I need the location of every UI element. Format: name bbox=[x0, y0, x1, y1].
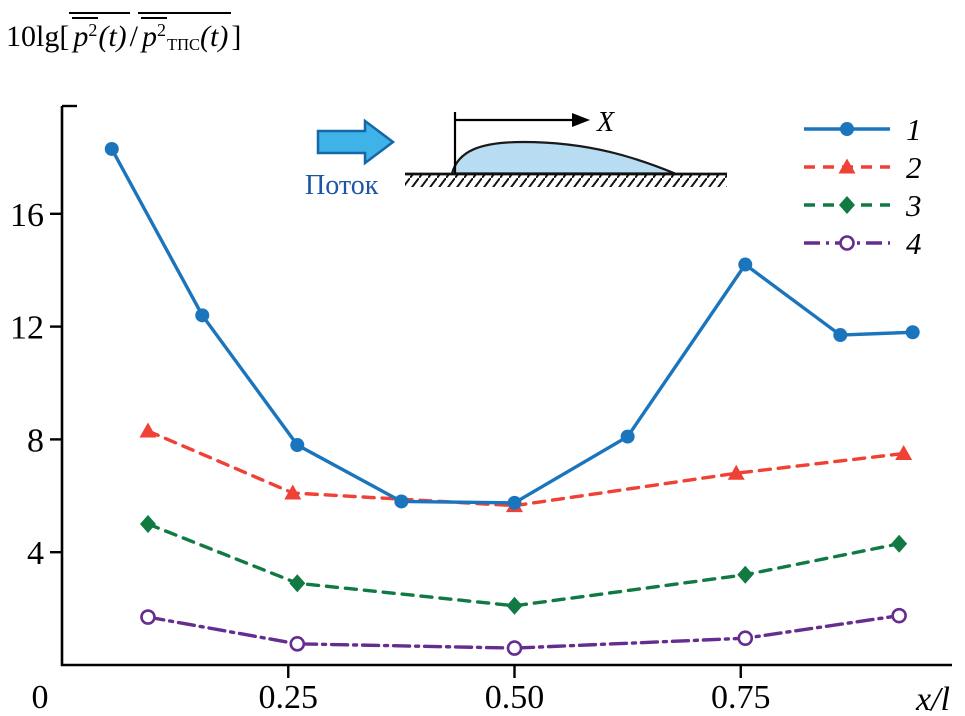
marker-circle-open-icon bbox=[140, 609, 156, 625]
series-3-line-marker-icon bbox=[804, 196, 890, 214]
title-denominator: p2ТПС(t) bbox=[138, 12, 232, 53]
body-hump-shape bbox=[450, 140, 676, 175]
series-4-line-marker-icon bbox=[804, 235, 890, 251]
marker-diamond-icon bbox=[891, 534, 908, 553]
marker-circle-filled-icon bbox=[738, 257, 753, 272]
marker-circle-filled-icon bbox=[833, 328, 848, 343]
marker-circle-filled-icon bbox=[104, 141, 119, 156]
marker-circle-filled-icon bbox=[620, 429, 635, 444]
y-tick-label: 12 bbox=[10, 310, 44, 347]
title-suffix: ] bbox=[231, 20, 242, 53]
marker-circle-filled-icon bbox=[905, 325, 920, 340]
legend: 1 2 3 4 bbox=[802, 110, 922, 262]
title-numerator: p2(t) bbox=[69, 12, 130, 53]
inset-x-axis-label: X bbox=[596, 107, 615, 138]
y-tick-label: 16 bbox=[10, 197, 44, 234]
y-tick-label: 4 bbox=[27, 535, 44, 572]
title-slash: / bbox=[129, 20, 138, 53]
axes bbox=[60, 106, 952, 667]
marker-circle-open-icon bbox=[891, 607, 907, 624]
marker-circle-filled-icon bbox=[195, 308, 210, 323]
flow-arrow-icon bbox=[316, 118, 396, 166]
legend-label-2: 2 bbox=[906, 149, 922, 185]
marker-circle-open-icon bbox=[289, 636, 306, 652]
legend-item-1: 1 bbox=[802, 110, 922, 148]
y-tick-label: 8 bbox=[27, 422, 44, 459]
marker-circle-filled-icon bbox=[290, 438, 305, 453]
marker-triangle-icon bbox=[838, 158, 856, 174]
legend-item-2: 2 bbox=[802, 148, 922, 186]
chart-title: 10lg[p2(t) / p2ТПС(t)] bbox=[6, 12, 241, 54]
marker-diamond-icon bbox=[737, 565, 754, 584]
x-tick-label: 0.50 bbox=[485, 679, 545, 716]
marker-diamond-icon bbox=[506, 596, 523, 615]
inset-x-arrowhead-icon bbox=[572, 113, 590, 127]
marker-triangle-icon bbox=[727, 464, 745, 480]
x-tick-label: 0.25 bbox=[259, 679, 319, 716]
series-2-line-marker-icon bbox=[804, 158, 890, 174]
title-prefix: 10lg[ bbox=[6, 20, 70, 53]
origin-label: 0 bbox=[32, 679, 49, 716]
series-4-line bbox=[146, 613, 901, 650]
legend-item-4: 4 bbox=[802, 224, 922, 262]
inset-diagram: Поток X bbox=[305, 107, 727, 201]
x-tick-label: 0.75 bbox=[711, 679, 771, 716]
marker-circle-open-icon bbox=[839, 235, 855, 251]
marker-circle-filled-icon bbox=[394, 494, 409, 509]
series-1-line-marker-icon bbox=[804, 122, 890, 136]
series-1-line bbox=[110, 147, 915, 505]
marker-diamond-icon bbox=[289, 574, 306, 593]
legend-label-1: 1 bbox=[906, 111, 922, 147]
legend-label-3: 3 bbox=[906, 187, 922, 223]
marker-circle-open-icon bbox=[506, 640, 523, 656]
x-axis-label: x/l bbox=[915, 681, 950, 716]
marker-diamond-icon bbox=[139, 515, 156, 533]
series-3-line bbox=[146, 522, 901, 608]
legend-label-4: 4 bbox=[906, 225, 922, 261]
marker-circle-open-icon bbox=[737, 630, 754, 647]
marker-circle-filled-icon bbox=[840, 122, 854, 136]
marker-triangle-icon bbox=[284, 484, 302, 500]
marker-diamond-icon bbox=[839, 196, 855, 214]
marker-triangle-icon bbox=[139, 422, 157, 438]
marker-triangle-icon bbox=[895, 445, 913, 460]
flow-label: Поток bbox=[305, 170, 379, 201]
legend-item-3: 3 bbox=[802, 186, 922, 224]
marker-circle-filled-icon bbox=[507, 495, 522, 510]
wall-hatching bbox=[405, 175, 727, 187]
